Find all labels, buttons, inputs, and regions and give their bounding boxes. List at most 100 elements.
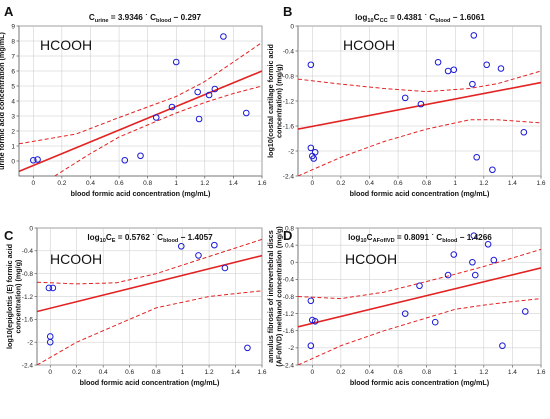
data-point (34, 156, 41, 163)
title-subscript: 10 (100, 238, 106, 244)
y-tick-label: -2.4 (22, 362, 34, 369)
x-tick-label: 0 (48, 369, 52, 376)
data-point (195, 252, 202, 259)
x-tick-label: 1 (174, 180, 178, 187)
data-point (483, 61, 490, 69)
y-axis-label-line1: log10(epiglottis (E) formic acid (5, 244, 14, 349)
title-text: C (367, 233, 373, 242)
title-subscript: blood (163, 238, 179, 244)
y-tick-label: 0 (29, 225, 33, 232)
x-tick-label: 0.6 (394, 369, 403, 376)
y-axis-label-line2: (AFofIVD) methanol concentration (mg/g) (275, 226, 284, 367)
x-tick-label: 1.2 (205, 369, 214, 376)
x-tick-label: 0.4 (86, 180, 95, 187)
compound-label: HCOOH (50, 251, 102, 267)
x-tick-label: 1.4 (508, 180, 517, 187)
data-point (45, 284, 53, 292)
data-point (401, 94, 409, 102)
confidence-band-upper (298, 248, 541, 300)
title-text: = 0.4381 ˙ C (388, 13, 436, 22)
data-point (490, 256, 498, 264)
data-point (211, 241, 218, 249)
data-point (221, 264, 229, 272)
data-point (434, 58, 442, 66)
plot-content (19, 33, 262, 176)
plot-content (298, 232, 541, 365)
data-point (310, 155, 318, 162)
panel-title: log10CE = 0.5762 ˙ Cblood − 1.4057 (87, 233, 213, 244)
data-point (177, 242, 185, 250)
x-tick-label: 1.6 (536, 180, 545, 187)
title-text: C (89, 13, 95, 22)
data-point (49, 284, 57, 292)
confidence-band-lower (298, 119, 541, 176)
y-tick-label: 4 (11, 98, 15, 105)
title-subscript: AFofIVD (373, 238, 395, 244)
data-point (473, 153, 480, 161)
title-text: C (374, 13, 380, 22)
x-tick-label: 0.8 (152, 369, 161, 376)
data-point (470, 232, 478, 240)
title-text: log (87, 233, 99, 242)
data-point (121, 156, 129, 164)
panel-letter: D (283, 228, 292, 243)
data-point (450, 251, 458, 258)
y-tick-label: -2 (288, 148, 294, 155)
panel-C: 0 0.2 0.4 0.6 0.8 1 1.2 1.4 1.6 -2.4 -2 -1.6 -1.2 -0.… (4, 225, 267, 387)
data-point (416, 282, 423, 290)
y-tick-label: -1.6 (283, 123, 295, 130)
y-tick-label: -0.4 (22, 248, 34, 255)
x-axis-label: blood formic acid concentration (mg/mL) (350, 189, 490, 198)
y-tick-label: 0 (11, 158, 15, 165)
data-point (444, 271, 452, 279)
x-axis-label: blood formic acid concentration (mg/mL) (80, 378, 220, 387)
y-tick-label: 7 (11, 53, 15, 60)
y-axis-label: log10(costal cartilage formic acidconcen… (266, 44, 284, 158)
y-axis-label: urine formic acid concentration (mg/mL) (0, 32, 6, 170)
x-tick-label: 0.2 (72, 369, 81, 376)
x-tick-label: 0.2 (336, 369, 345, 376)
x-tick-label: 1 (453, 369, 457, 376)
title-text: − 1.4266 (457, 233, 492, 242)
title-text: − 1.4057 (178, 233, 213, 242)
y-tick-label: -0.4 (283, 48, 295, 55)
title-subscript: urine (95, 18, 109, 24)
confidence-band-lower (37, 290, 262, 365)
y-tick-label: -0.4 (283, 277, 295, 284)
title-text: − 1.6061 (450, 13, 485, 22)
x-tick-label: 0 (31, 180, 35, 187)
title-subscript: CC (380, 18, 388, 24)
data-point (137, 152, 144, 160)
y-axis-label-line2: concentration) (mg/g) (275, 63, 284, 137)
title-subscript: blood (156, 18, 172, 24)
x-tick-label: 1.4 (508, 369, 517, 376)
y-axis-label-line2: concentration) (mg/g) (14, 259, 23, 333)
y-tick-label: 8 (11, 38, 15, 45)
data-point (211, 85, 219, 93)
data-point (470, 32, 478, 39)
panel-letter: C (4, 228, 14, 243)
x-tick-label: 1.2 (200, 180, 209, 187)
y-axis-label-line1: annulus fibrosis of intervertebral discs (266, 230, 275, 363)
regression-line (298, 267, 541, 328)
data-point (195, 115, 203, 123)
x-tick-label: 0.2 (336, 180, 345, 187)
y-tick-label: 0 (290, 260, 294, 267)
x-tick-label: 1.2 (479, 369, 488, 376)
data-point (499, 342, 506, 350)
y-tick-label: 3 (11, 113, 15, 120)
panel-letter: B (283, 4, 292, 19)
data-point (244, 344, 251, 352)
data-point (521, 308, 529, 315)
y-tick-label: 1 (11, 143, 15, 150)
y-tick-label: -0.8 (283, 73, 295, 80)
data-point (401, 310, 409, 317)
plot-content (37, 238, 262, 365)
title-text: = 0.8091 ˙ C (395, 233, 443, 242)
panel-title: log10CAFofIVD = 0.8091 ˙ Cblood − 1.4266 (348, 233, 492, 244)
compound-label: HCOOH (345, 251, 397, 267)
x-tick-label: 0.4 (365, 369, 374, 376)
y-tick-label: 5 (11, 83, 15, 90)
x-tick-label: 0.8 (143, 180, 152, 187)
data-point (311, 148, 319, 156)
